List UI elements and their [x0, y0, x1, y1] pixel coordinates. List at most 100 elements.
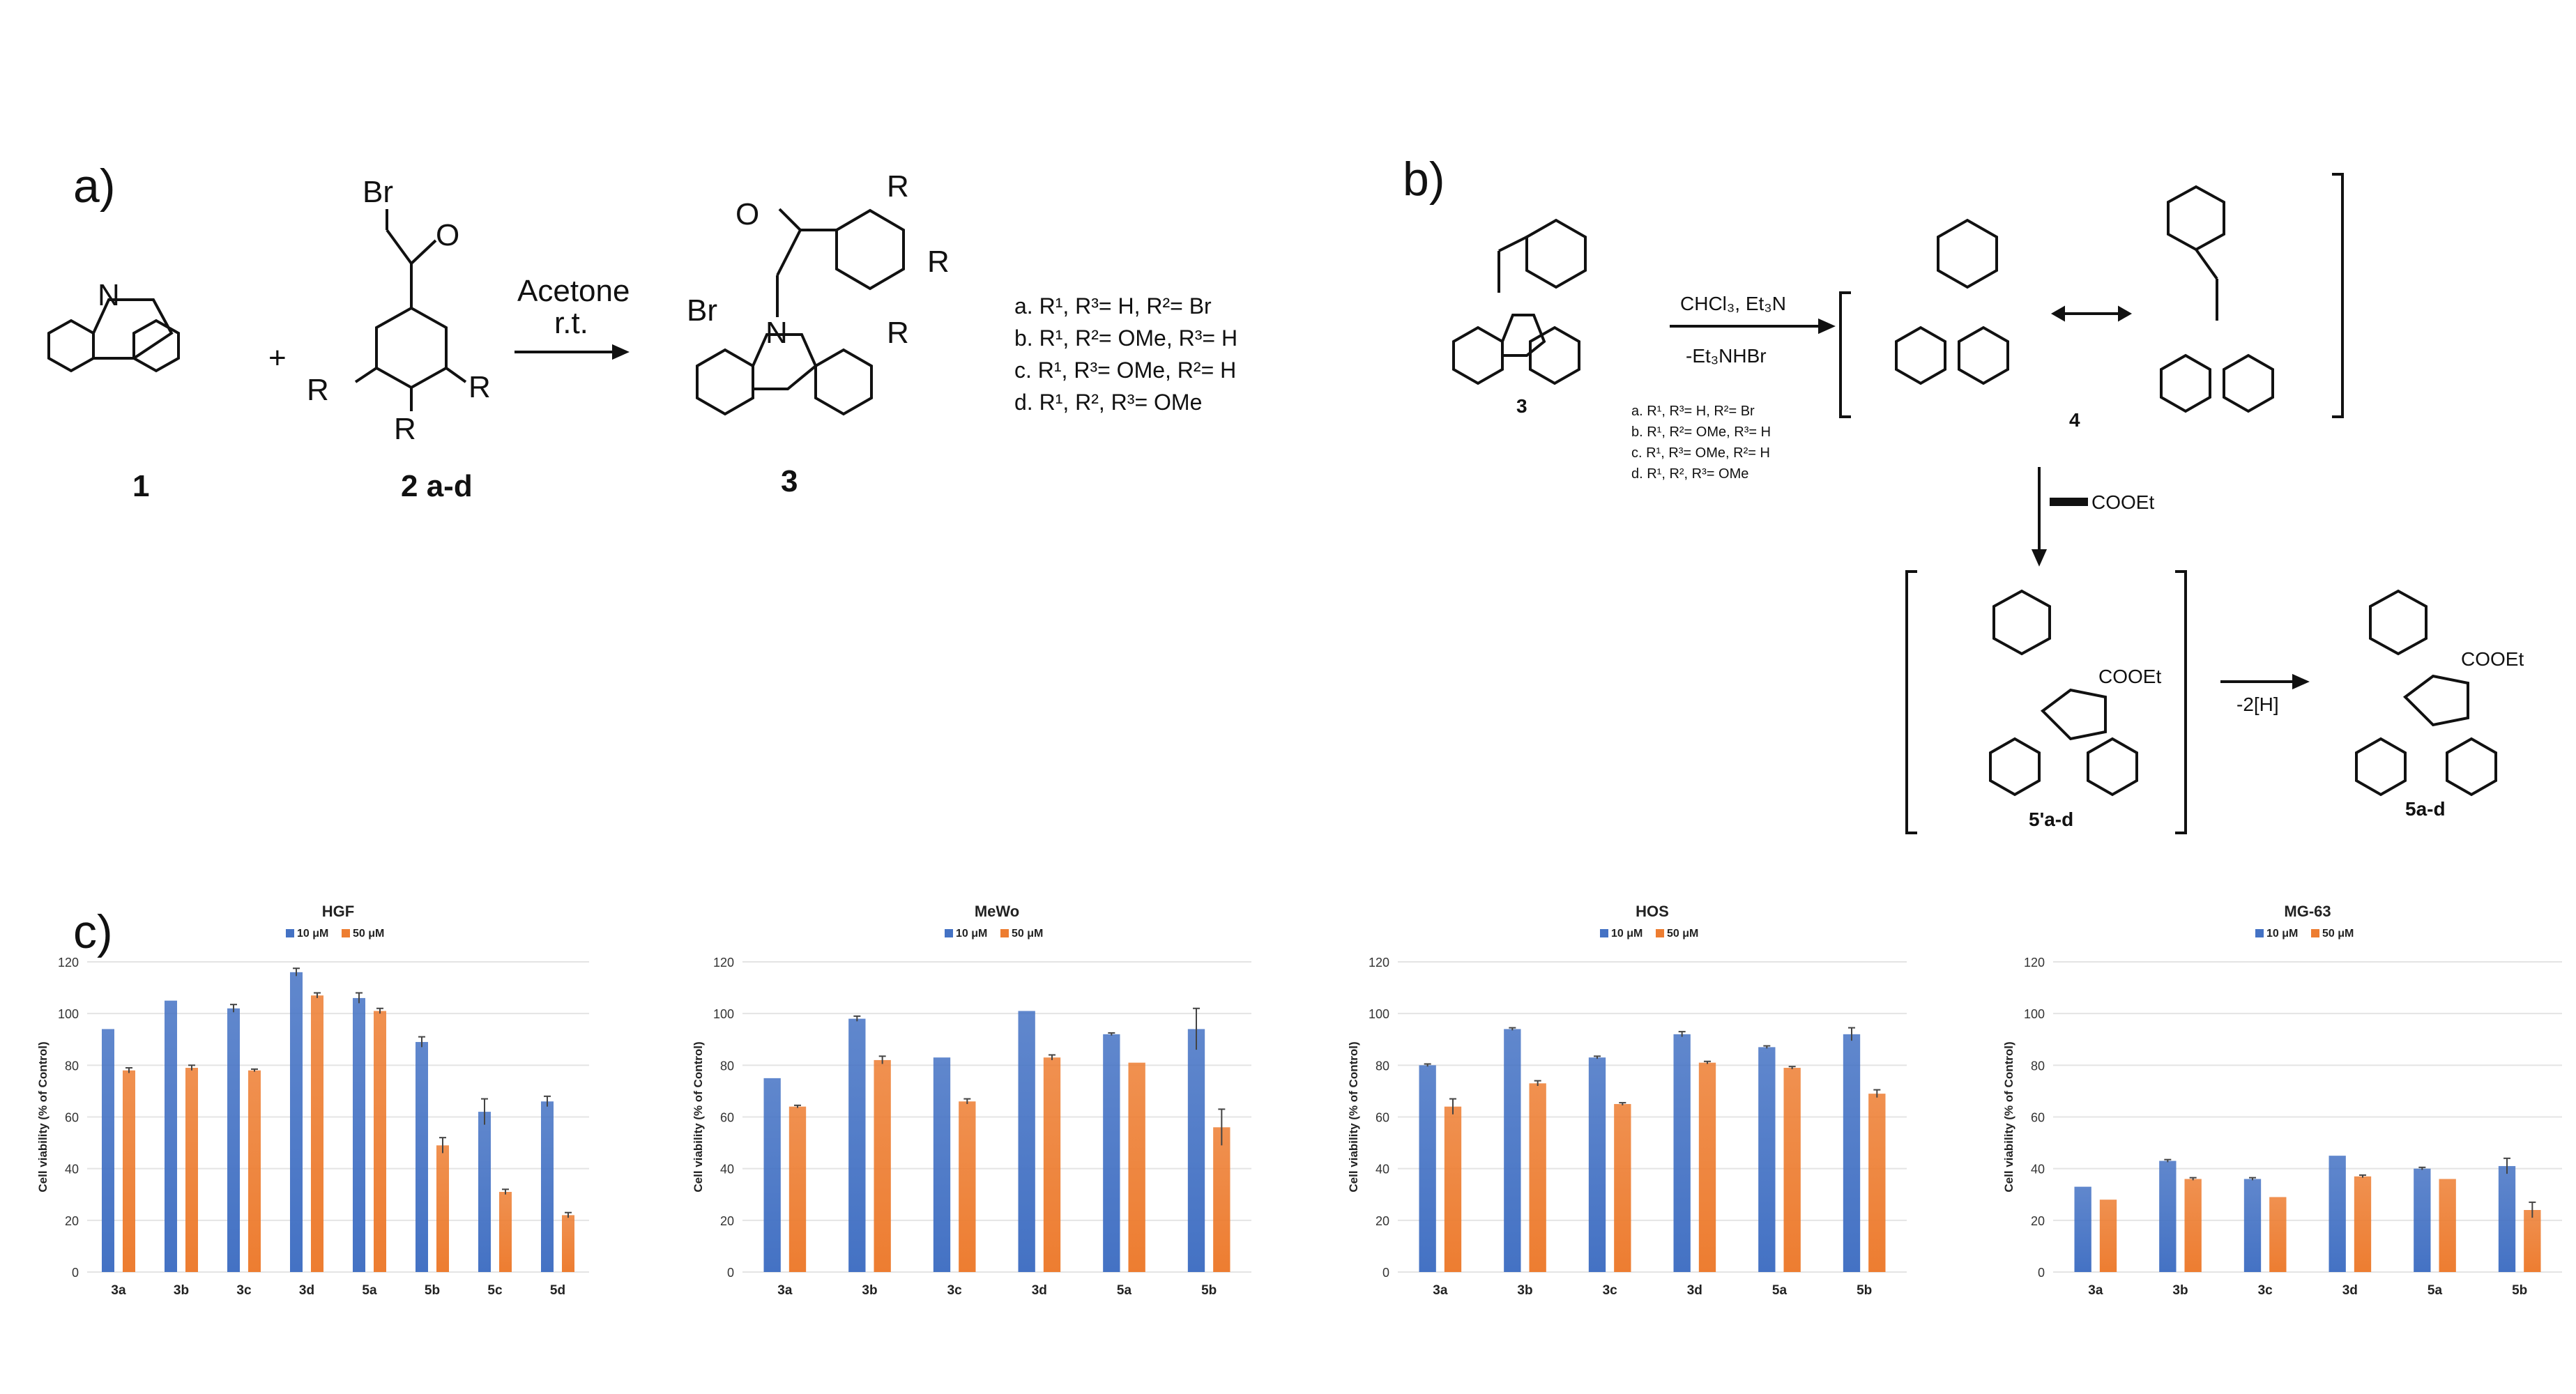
y-axis-label: Cell viability (% of Control) [36, 1041, 49, 1192]
x-tick-label: 5b [2512, 1283, 2527, 1298]
legend-swatch [1600, 929, 1608, 937]
substituent-c: c. R¹, R³= OMe, R²= H [1014, 358, 1236, 383]
y-tick-label: 80 [1375, 1059, 1389, 1073]
b-substituent-d: d. R¹, R², R³= OMe [1631, 466, 1748, 482]
legend-swatch [2311, 929, 2319, 937]
y-tick-label: 100 [1369, 1007, 1389, 1021]
viability-charts: 0 20 40 60 80 100 120 HGF 10 μM 50 μM Cell viabili… [36, 903, 2562, 1298]
compound-3-nitrogen: N [765, 316, 788, 350]
bar-10uM [290, 972, 303, 1272]
x-tick-label: 5b [1857, 1283, 1872, 1298]
y-tick-label: 0 [72, 1266, 79, 1280]
x-tick-label: 3c [1603, 1283, 1618, 1298]
y-axis-label: Cell viability (% of Control) [692, 1041, 705, 1192]
x-tick-label: 3c [236, 1283, 252, 1298]
bar-10uM [1103, 1034, 1120, 1272]
reaction-scheme: N 1 + Br O R R R 2 a-d Acetone r.t. O Br… [47, 169, 2524, 834]
y-tick-label: 20 [720, 1214, 734, 1228]
scheme-b-structures [1452, 173, 2497, 834]
y-tick-label: 120 [58, 956, 79, 970]
x-tick-label: 3d [1687, 1283, 1702, 1298]
bar-50uM [1128, 1062, 1145, 1272]
bar-50uM [2439, 1179, 2456, 1272]
x-tick-label: 5a [2428, 1283, 2443, 1298]
b-reagent-bottom: -Et₃NHBr [1686, 345, 1767, 367]
bar-10uM [2243, 1179, 2262, 1272]
nitrogen-label: N [98, 278, 120, 312]
y-tick-label: 60 [2031, 1111, 2045, 1125]
x-tick-label: 3b [174, 1283, 189, 1298]
x-tick-label: 3d [299, 1283, 314, 1298]
bar-50uM [1868, 1094, 1886, 1272]
bar-10uM [763, 1078, 781, 1272]
bar-50uM [123, 1070, 135, 1272]
x-tick-label: 3a [111, 1283, 126, 1298]
chart-2: 0 20 40 60 80 100 120 HOS 10 μM 50 μM Cell viabili… [1347, 903, 1907, 1298]
bar-50uM [1043, 1057, 1061, 1272]
compound-3-r2: R [927, 245, 950, 279]
bar-50uM [436, 1145, 449, 1272]
compound-3-bromide: Br [687, 293, 717, 328]
chart-title: HGF [322, 903, 354, 920]
bar-10uM [165, 1000, 177, 1272]
x-tick-label: 3c [947, 1283, 963, 1298]
x-tick-label: 5a [1772, 1283, 1788, 1298]
bar-50uM [248, 1070, 261, 1272]
y-tick-label: 80 [2031, 1059, 2045, 1073]
legend-swatch [342, 929, 350, 937]
plus-sign: + [268, 341, 287, 375]
b-substituent-c: c. R¹, R³= OMe, R²= H [1631, 445, 1770, 461]
b-substituent-a: a. R¹, R³= H, R²= Br [1631, 404, 1755, 419]
bar-10uM [1018, 1011, 1035, 1272]
substituent-d: d. R¹, R², R³= OMe [1014, 390, 1202, 415]
phenanthridinium-structure [696, 208, 905, 416]
bar-10uM [1187, 1029, 1205, 1272]
panel-b-label: b) [1403, 153, 1445, 206]
bar-10uM [1419, 1065, 1436, 1272]
legend-label: 50 μM [1667, 928, 1698, 940]
bar-10uM [933, 1057, 951, 1272]
bar-10uM [1588, 1057, 1606, 1272]
bar-50uM [874, 1059, 891, 1272]
substituent-a: a. R¹, R³= H, R²= Br [1014, 293, 1212, 319]
bar-50uM [1783, 1068, 1801, 1272]
chart-title: MG-63 [2284, 903, 2331, 920]
legend-label: 10 μM [956, 928, 987, 940]
legend-swatch [945, 929, 953, 937]
b-compound-3-label: 3 [1516, 395, 1527, 417]
compound-2-label: 2 a-d [401, 469, 473, 503]
bar-10uM [2159, 1161, 2177, 1272]
bar-50uM [959, 1101, 976, 1272]
b-reagent-top: CHCl₃, Et₃N [1680, 293, 1786, 314]
bar-50uM [2524, 1210, 2541, 1272]
legend-swatch [1656, 929, 1664, 937]
compound-3-r1: R [887, 169, 909, 204]
x-tick-label: 3c [2258, 1283, 2273, 1298]
panel-a-label: a) [73, 160, 116, 213]
chart-title: HOS [1636, 903, 1669, 920]
y-tick-label: 40 [1375, 1163, 1389, 1177]
bar-50uM [562, 1215, 574, 1272]
x-tick-label: 5b [1201, 1283, 1217, 1298]
bar-50uM [2099, 1200, 2117, 1272]
bar-50uM [1698, 1062, 1716, 1272]
x-tick-label: 5a [362, 1283, 377, 1298]
x-tick-label: 5b [425, 1283, 440, 1298]
x-tick-label: 5c [487, 1283, 503, 1298]
y-tick-label: 0 [727, 1266, 734, 1280]
bar-10uM [1843, 1034, 1861, 1272]
y-tick-label: 100 [2024, 1007, 2045, 1021]
bar-50uM [185, 1068, 198, 1272]
y-tick-label: 20 [2031, 1214, 2045, 1228]
b-compound-5prime-label: 5'a-d [2029, 809, 2073, 830]
x-tick-label: 3a [777, 1283, 793, 1298]
bar-10uM [353, 997, 365, 1272]
bar-10uM [1504, 1029, 1521, 1272]
y-tick-label: 0 [1382, 1266, 1389, 1280]
b-oxidation-label: -2[H] [2236, 694, 2279, 715]
compound-3-r3: R [887, 316, 909, 350]
x-tick-label: 3b [1517, 1283, 1532, 1298]
r2-label: R [394, 412, 416, 446]
r1-label: R [468, 370, 491, 404]
legend-label: 10 μM [297, 928, 328, 940]
